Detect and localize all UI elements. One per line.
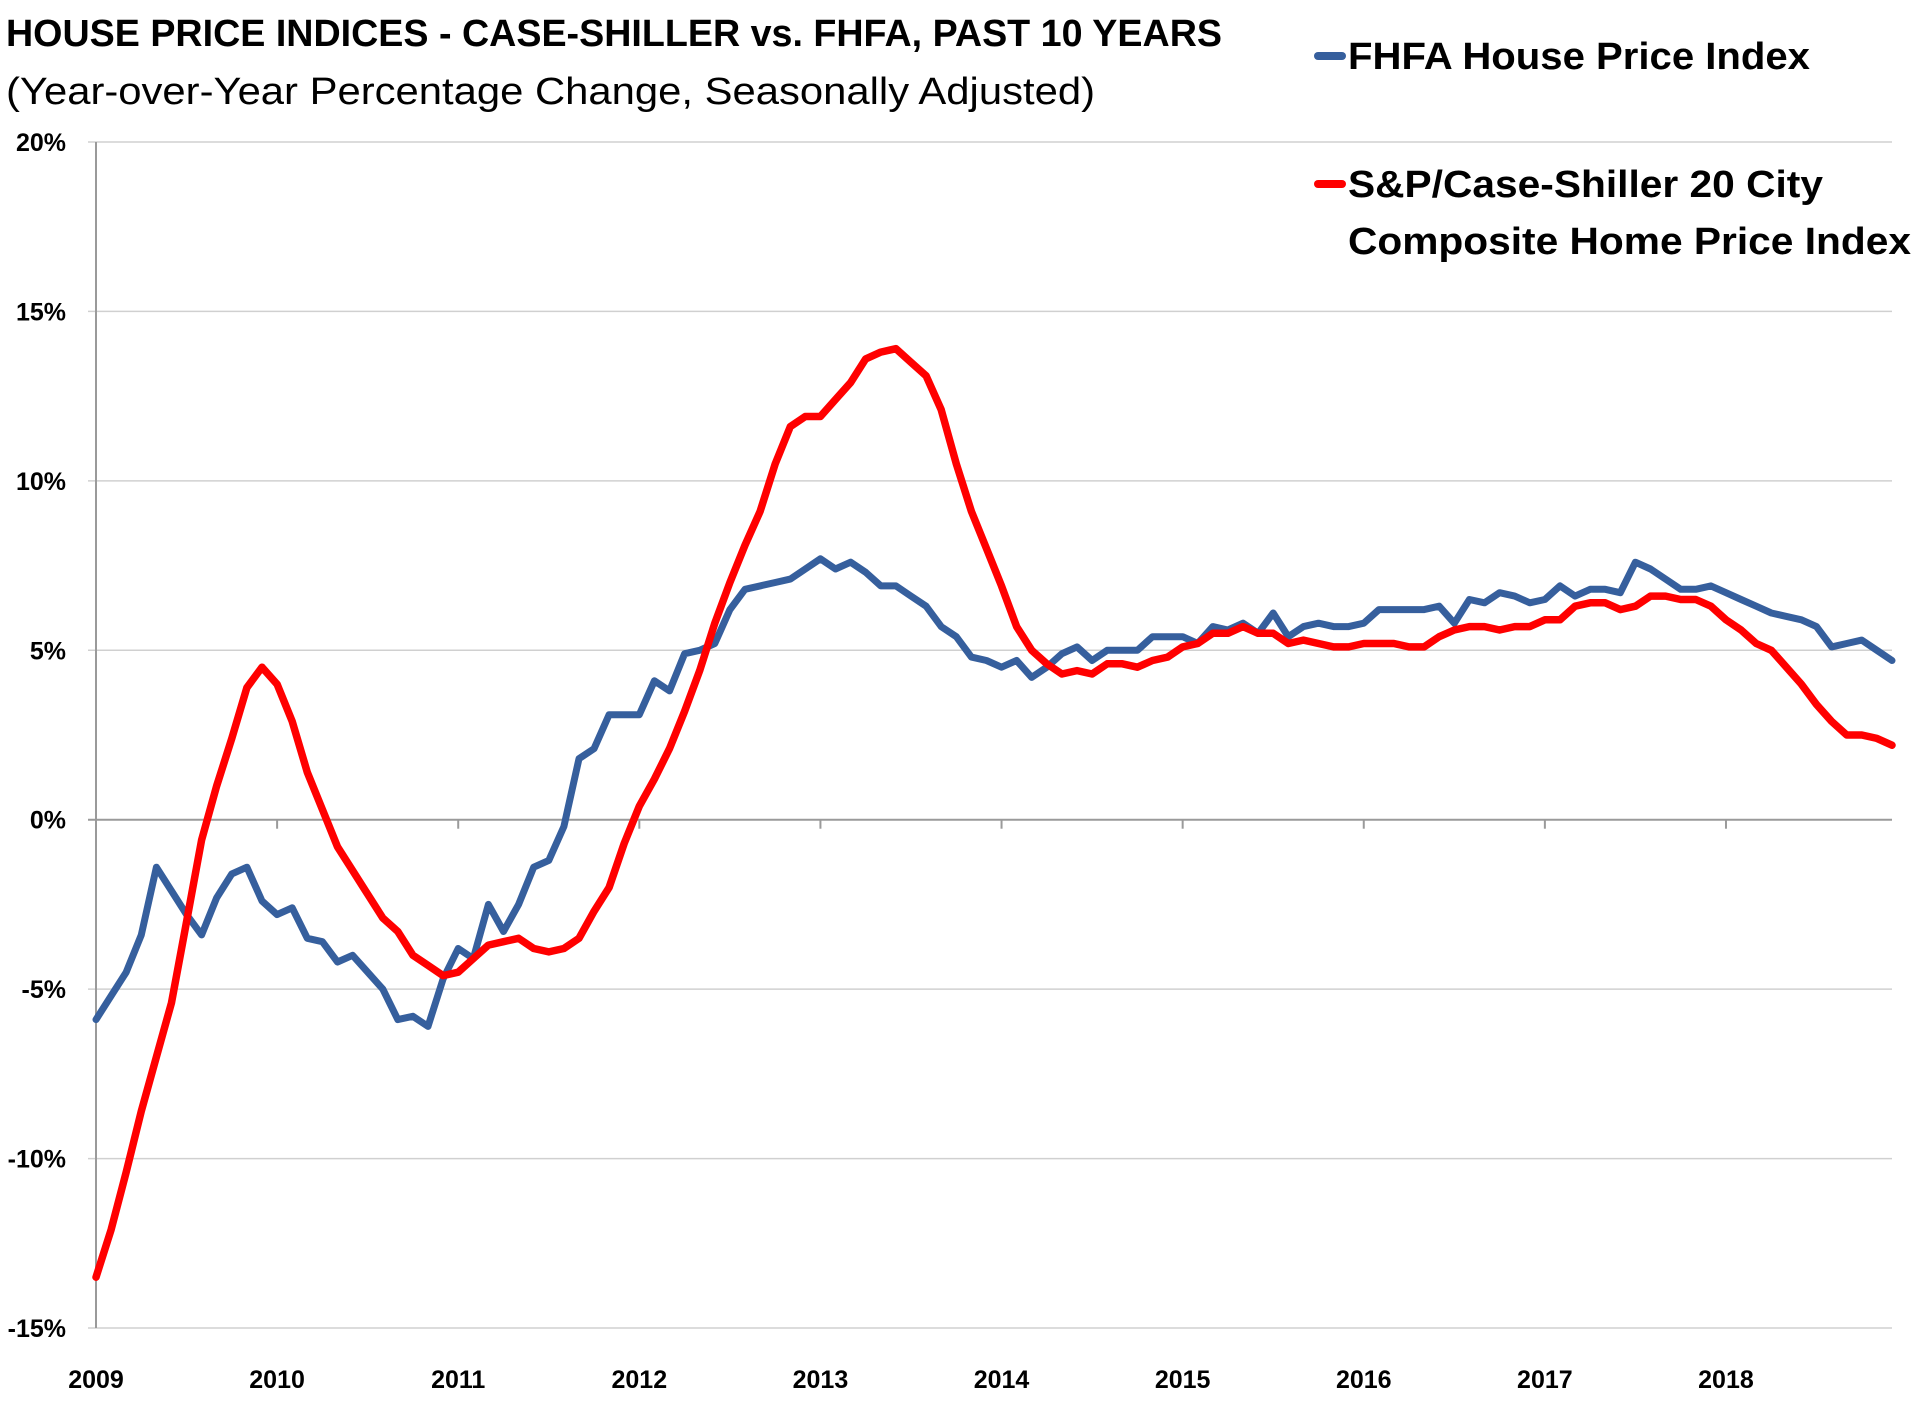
x-tick-label: 2014 xyxy=(974,1366,1030,1394)
x-tick-label: 2018 xyxy=(1698,1366,1754,1394)
chart-title: HOUSE PRICE INDICES - CASE-SHILLER vs. F… xyxy=(6,13,1222,55)
y-tick-label: -5% xyxy=(22,976,66,1004)
legend: FHFA House Price Index S&P/Case-Shiller 2… xyxy=(1314,36,1911,263)
series-lines xyxy=(92,344,1896,1281)
legend-label: S&P/Case-Shiller 20 City xyxy=(1348,164,1823,206)
y-tick-label: -10% xyxy=(8,1146,66,1174)
y-tick-label: 15% xyxy=(16,298,66,326)
x-axis: 2009 2010 2011 2012 2013 2014 2015 2016 2017 2018 xyxy=(68,819,1754,1394)
legend-label: Composite Home Price Index xyxy=(1348,221,1911,263)
series-line-case-shiller xyxy=(92,344,1896,1281)
y-tick-label: 5% xyxy=(30,637,66,665)
x-tick-label: 2010 xyxy=(249,1366,305,1394)
x-tick-label: 2016 xyxy=(1336,1366,1392,1394)
y-axis: 20% 15% 10% 5% 0% -5% -10% -15% xyxy=(8,129,66,1343)
x-tick-label: 2012 xyxy=(612,1366,668,1394)
x-tick-label: 2015 xyxy=(1155,1366,1211,1394)
x-tick-label: 2017 xyxy=(1517,1366,1573,1394)
y-tick-label: 20% xyxy=(16,129,66,157)
chart-subtitle: (Year-over-Year Percentage Change, Seaso… xyxy=(6,71,1095,113)
legend-label: FHFA House Price Index xyxy=(1348,36,1810,78)
y-tick-label: 0% xyxy=(30,807,66,835)
x-tick-label: 2009 xyxy=(68,1366,124,1394)
series-line-fhfa xyxy=(92,555,1896,1030)
x-tick-label: 2011 xyxy=(431,1366,485,1394)
x-tick-label: 2013 xyxy=(793,1366,849,1394)
y-tick-label: -15% xyxy=(8,1315,66,1343)
gridlines xyxy=(88,141,1892,1329)
y-tick-label: 10% xyxy=(16,468,66,496)
